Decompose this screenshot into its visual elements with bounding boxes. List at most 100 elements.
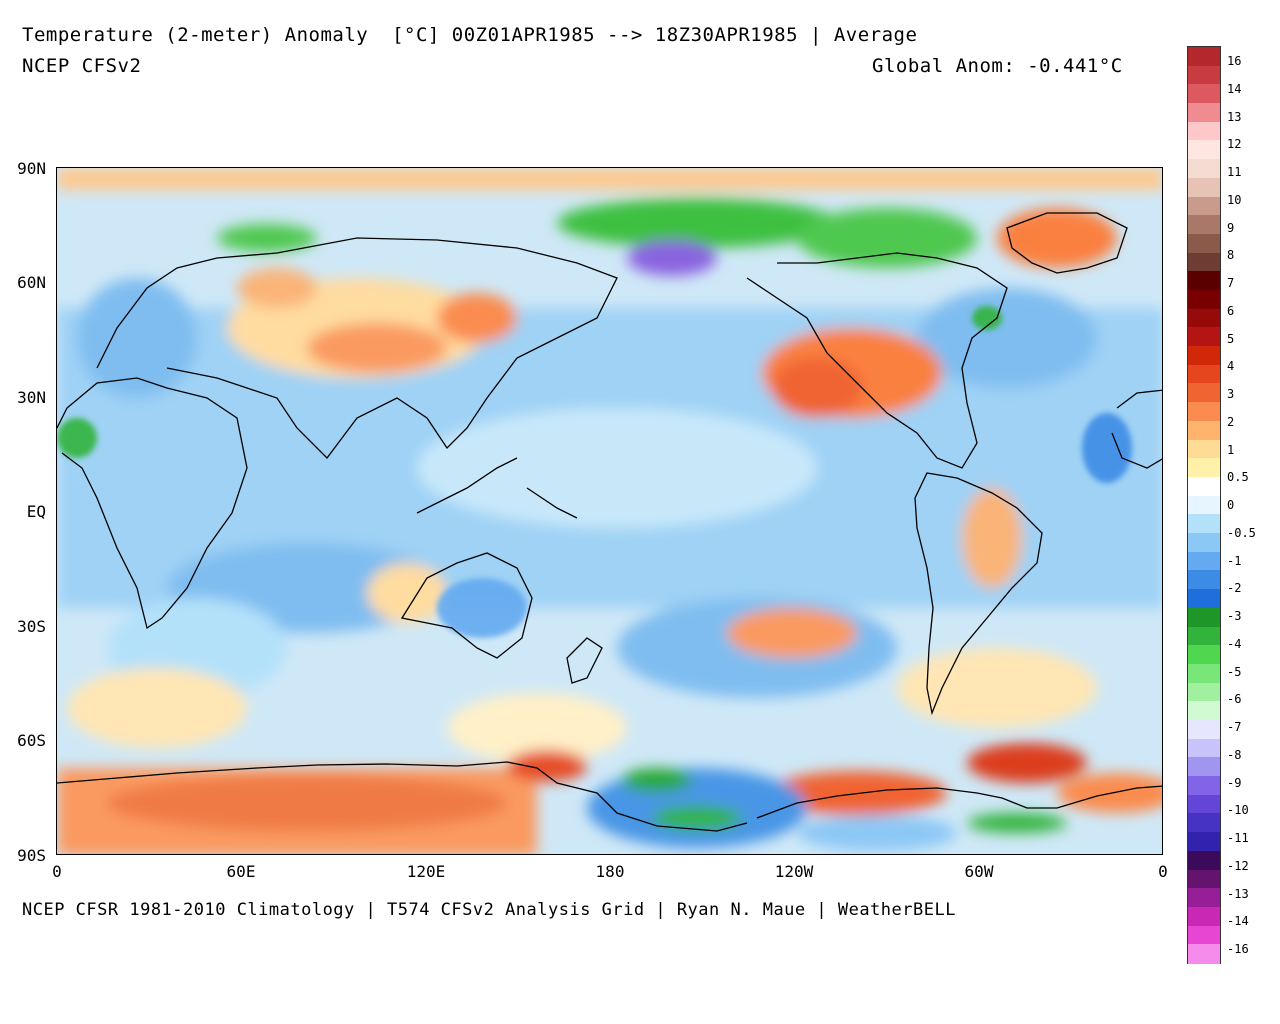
lon-label-0-right: 0 — [1158, 862, 1168, 881]
colorbar-tick-label: 12 — [1227, 137, 1242, 152]
colorbar-tick-label: -6 — [1227, 692, 1242, 707]
colorbar-swatch — [1188, 589, 1220, 609]
lat-label-90n: 90N — [17, 159, 46, 178]
colorbar-swatch — [1188, 682, 1220, 702]
lon-label-60w: 60W — [964, 862, 994, 881]
colorbar-swatch — [1188, 813, 1220, 833]
colorbar-swatch — [1188, 719, 1220, 740]
colorbar-tick-label: -13 — [1227, 886, 1249, 901]
colorbar-swatch — [1188, 346, 1220, 366]
colorbar-swatch — [1188, 832, 1220, 852]
colorbar-tick-label: 5 — [1227, 331, 1235, 346]
colorbar-tick-label: -16 — [1227, 942, 1249, 956]
colorbar-swatch — [1188, 458, 1220, 478]
colorbar-swatch — [1188, 533, 1220, 553]
colorbar-tick-label: 16 — [1227, 54, 1242, 68]
colorbar — [1187, 46, 1221, 964]
colorbar-swatch — [1188, 439, 1220, 459]
colorbar-swatch — [1188, 327, 1220, 347]
colorbar-swatch — [1188, 645, 1220, 665]
model-name: NCEP CFSv2 — [22, 55, 142, 77]
colorbar-tick-label: 2 — [1227, 414, 1235, 429]
colorbar-swatch — [1188, 308, 1220, 328]
colorbar-tick-label: 8 — [1227, 248, 1235, 263]
lat-label-60s: 60S — [17, 731, 46, 750]
colorbar-tick-label: 13 — [1227, 109, 1242, 124]
colorbar-tick-label: 6 — [1227, 303, 1235, 318]
colorbar-swatch — [1188, 159, 1220, 179]
colorbar-swatch — [1188, 383, 1220, 403]
colorbar-tick-label: 3 — [1227, 387, 1235, 401]
colorbar-swatch — [1188, 757, 1220, 777]
lat-label-30n: 30N — [17, 388, 46, 407]
colorbar-swatch — [1188, 925, 1220, 945]
colorbar-swatch — [1188, 551, 1220, 572]
colorbar-swatch — [1188, 290, 1220, 310]
colorbar-tick-label: -9 — [1227, 775, 1242, 790]
colorbar-tick-label: -2 — [1227, 581, 1242, 596]
lat-label-eq: EQ — [26, 502, 46, 521]
colorbar-tick-label: 0.5 — [1227, 470, 1249, 485]
anomaly-map — [56, 167, 1163, 855]
colorbar-swatch — [1188, 776, 1220, 796]
map-title: Temperature (2-meter) Anomaly [°C] 00Z01… — [22, 24, 918, 46]
colorbar-tick-label: 9 — [1227, 220, 1235, 235]
lon-label-0-left: 0 — [52, 862, 62, 881]
colorbar-tick-label: 14 — [1227, 81, 1242, 96]
colorbar-swatch — [1188, 84, 1220, 104]
colorbar-swatch — [1188, 906, 1220, 927]
colorbar-tick-label: 4 — [1227, 359, 1235, 374]
colorbar-swatch — [1188, 233, 1220, 254]
lon-label-120w: 120W — [774, 862, 814, 881]
colorbar-swatch — [1188, 701, 1220, 721]
colorbar-tick-label: 10 — [1227, 192, 1242, 207]
colorbar-swatch — [1188, 65, 1220, 85]
colorbar-swatch — [1188, 177, 1220, 198]
colorbar-swatch — [1188, 121, 1220, 142]
colorbar-swatch — [1188, 794, 1220, 815]
colorbar-swatch — [1188, 495, 1220, 515]
colorbar-swatch — [1188, 607, 1220, 628]
colorbar-tick-label: -3 — [1227, 609, 1242, 623]
colorbar-swatch — [1188, 514, 1220, 534]
colorbar-tick-label: -11 — [1227, 831, 1249, 845]
colorbar-tick-label: 0 — [1227, 498, 1235, 512]
colorbar-swatch — [1188, 47, 1220, 67]
colorbar-tick-label: -7 — [1227, 720, 1242, 734]
colorbar-swatch — [1188, 103, 1220, 123]
lat-label-60n: 60N — [17, 273, 46, 292]
colorbar-swatch — [1188, 215, 1220, 235]
colorbar-swatch — [1188, 476, 1220, 497]
colorbar-swatch — [1188, 738, 1220, 758]
anomaly-map-canvas — [57, 168, 1162, 854]
global-anomaly-value: Global Anom: -0.441°C — [872, 55, 1123, 77]
colorbar-swatch — [1188, 364, 1220, 385]
colorbar-tick-label: -12 — [1227, 858, 1249, 873]
colorbar-tick-label: -8 — [1227, 747, 1242, 762]
colorbar-tick-label: 11 — [1227, 165, 1242, 179]
colorbar-swatch — [1188, 663, 1220, 684]
colorbar-tick-label: -5 — [1227, 664, 1242, 679]
colorbar-swatch — [1188, 850, 1220, 871]
colorbar-tick-label: -0.5 — [1227, 525, 1256, 540]
colorbar-swatch — [1188, 869, 1220, 889]
lat-label-90s: 90S — [17, 846, 46, 865]
colorbar-swatch — [1188, 140, 1220, 160]
lon-label-120e: 120E — [406, 862, 446, 881]
colorbar-tick-label: -10 — [1227, 803, 1249, 818]
colorbar-swatch — [1188, 271, 1220, 291]
lon-label-180: 180 — [595, 862, 625, 881]
colorbar-swatch — [1188, 402, 1220, 422]
lat-label-30s: 30S — [17, 617, 46, 636]
colorbar-swatch — [1188, 570, 1220, 590]
colorbar-swatch — [1188, 252, 1220, 272]
colorbar-swatch — [1188, 888, 1220, 908]
colorbar-swatch — [1188, 626, 1220, 646]
credits-footer: NCEP CFSR 1981-2010 Climatology | T574 C… — [22, 900, 956, 920]
colorbar-swatch — [1188, 944, 1220, 964]
lon-label-60e: 60E — [226, 862, 256, 881]
colorbar-swatch — [1188, 420, 1220, 441]
colorbar-swatch — [1188, 196, 1220, 216]
colorbar-tick-label: -1 — [1227, 553, 1242, 568]
colorbar-tick-label: 1 — [1227, 442, 1235, 457]
